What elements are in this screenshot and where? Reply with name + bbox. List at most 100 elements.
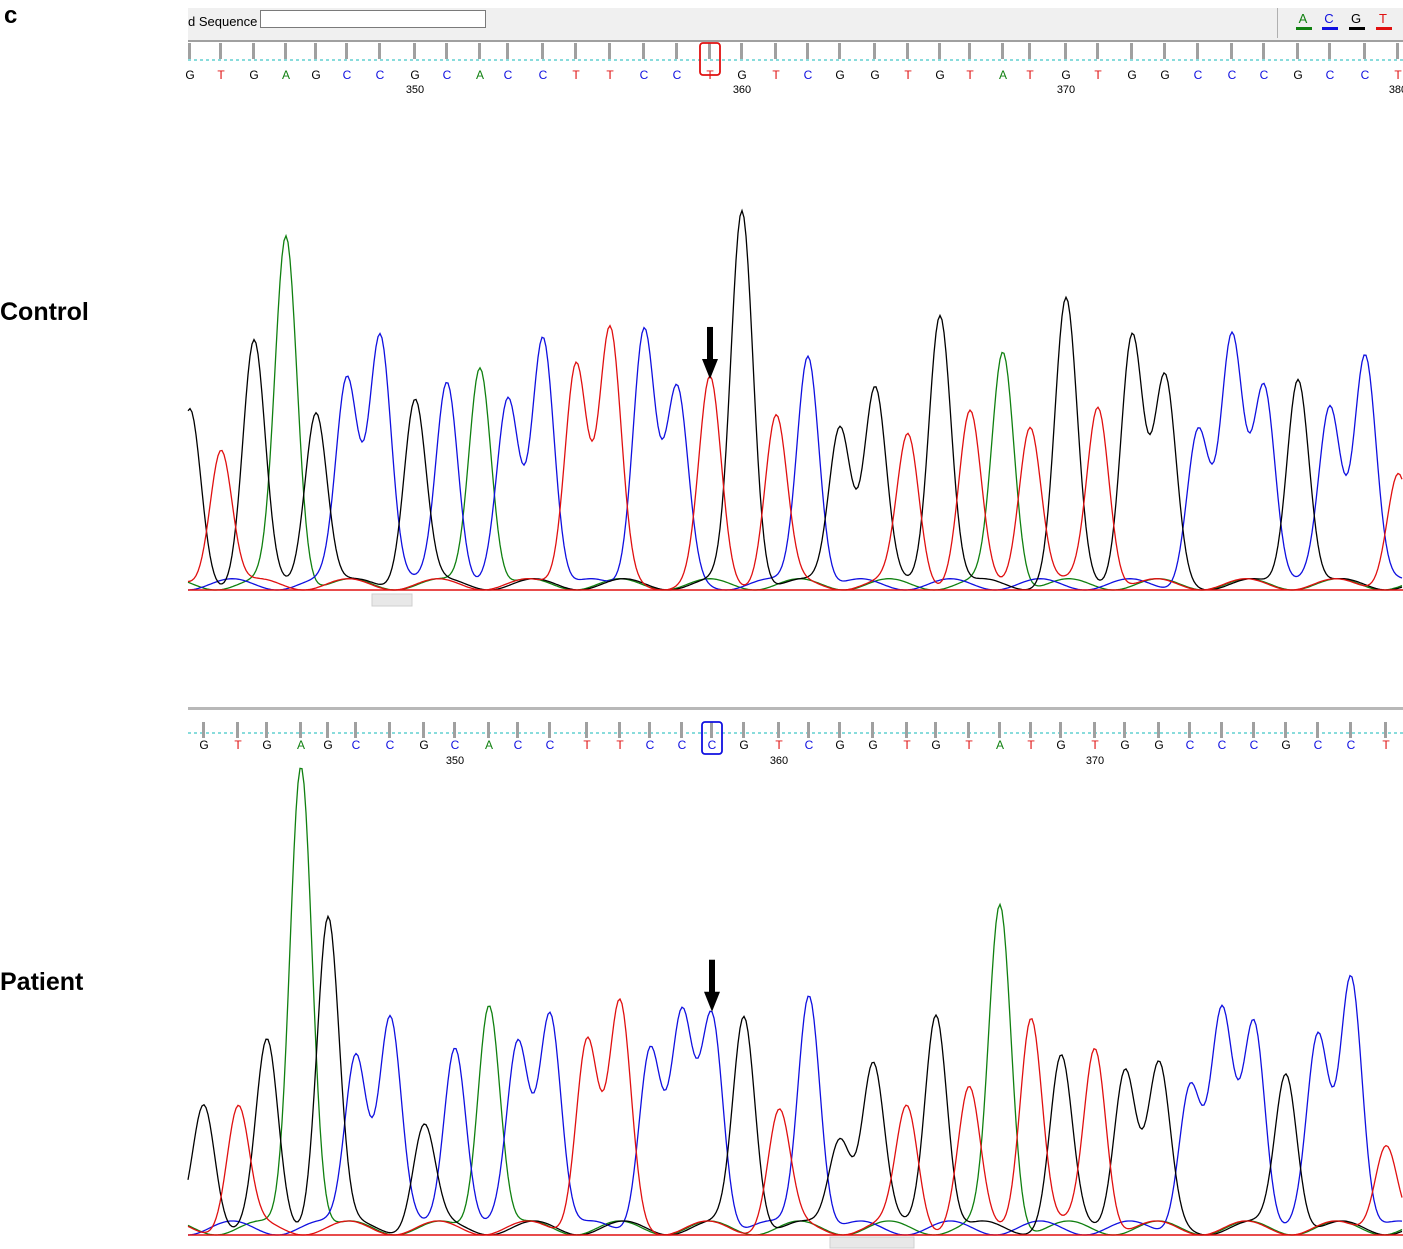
- base-tick: [777, 722, 780, 738]
- base-call: G: [311, 68, 320, 82]
- position-label: 350: [446, 755, 464, 767]
- base-call: G: [931, 738, 940, 752]
- base-tick: [1328, 43, 1331, 59]
- base-call: C: [1218, 738, 1227, 752]
- base-tick: [680, 722, 683, 738]
- base-call: G: [1120, 738, 1129, 752]
- base-call: G: [185, 68, 194, 82]
- base-call: T: [1382, 738, 1390, 752]
- base-call: C: [504, 68, 513, 82]
- base-call: C: [386, 738, 395, 752]
- base-tick: [1363, 43, 1366, 59]
- base-call: G: [1154, 738, 1163, 752]
- base-call: G: [1281, 738, 1290, 752]
- base-tick: [708, 43, 711, 59]
- trace-c: [187, 974, 1403, 1236]
- base-tick: [675, 43, 678, 59]
- panel-separator: [188, 707, 1403, 710]
- base-tick: [906, 43, 909, 59]
- position-label: 350: [406, 84, 424, 96]
- base-tick: [1230, 43, 1233, 59]
- base-call: C: [514, 738, 523, 752]
- base-call: C: [352, 738, 361, 752]
- variant-arrow-icon: [704, 991, 720, 1012]
- base-tick: [740, 43, 743, 59]
- base-call: G: [1061, 68, 1070, 82]
- base-tick: [541, 43, 544, 59]
- base-call: C: [1250, 738, 1259, 752]
- sequence-toolbar: d Sequence A C G T: [188, 8, 1403, 42]
- base-call: C: [451, 738, 460, 752]
- base-call: G: [870, 68, 879, 82]
- base-call: G: [1056, 738, 1065, 752]
- base-call: C: [1186, 738, 1195, 752]
- base-tick: [188, 43, 191, 59]
- base-tick: [807, 722, 810, 738]
- base-call: G: [737, 68, 746, 82]
- base-tick: [252, 43, 255, 59]
- base-tick: [642, 43, 645, 59]
- base-call: C: [646, 738, 655, 752]
- base-tick: [873, 43, 876, 59]
- base-call: C: [640, 68, 649, 82]
- base-tick: [838, 43, 841, 59]
- base-call: G: [249, 68, 258, 82]
- base-call: G: [410, 68, 419, 82]
- base-tick: [998, 722, 1001, 738]
- base-tick: [968, 43, 971, 59]
- base-call: C: [804, 68, 813, 82]
- variant-highlight-box: [701, 721, 723, 755]
- base-tick: [1163, 43, 1166, 59]
- legend-c-toggle[interactable]: C: [1322, 11, 1338, 30]
- base-tick: [413, 43, 416, 59]
- base-tick: [1001, 43, 1004, 59]
- variant-arrow-shaft: [709, 959, 715, 994]
- toolbar-divider: [1277, 8, 1278, 38]
- position-label: 380: [1389, 84, 1403, 96]
- base-tick: [284, 43, 287, 59]
- patient-scrollbar-thumb[interactable]: [829, 1236, 915, 1249]
- base-call: C: [678, 738, 687, 752]
- base-call: C: [539, 68, 548, 82]
- legend-t-toggle[interactable]: T: [1376, 11, 1392, 30]
- trace-g: [187, 208, 1403, 591]
- trace-g: [187, 914, 1403, 1236]
- base-tick: [1396, 43, 1399, 59]
- base-call: A: [996, 738, 1004, 752]
- base-tick: [1029, 722, 1032, 738]
- base-call: T: [1091, 738, 1099, 752]
- base-call: T: [903, 738, 911, 752]
- base-tick: [742, 722, 745, 738]
- control-scrollbar-thumb[interactable]: [371, 593, 413, 607]
- legend-g-toggle[interactable]: G: [1349, 11, 1365, 30]
- base-tick: [774, 43, 777, 59]
- base-call: C: [1260, 68, 1269, 82]
- base-call: C: [673, 68, 682, 82]
- base-tick: [1064, 43, 1067, 59]
- base-call: C: [1314, 738, 1323, 752]
- base-call: G: [262, 738, 271, 752]
- trace-c: [187, 326, 1403, 591]
- base-call: A: [297, 738, 305, 752]
- base-call: T: [965, 738, 973, 752]
- base-tick: [378, 43, 381, 59]
- base-tick: [1196, 43, 1199, 59]
- sequence-input[interactable]: [260, 10, 486, 28]
- base-tick: [938, 43, 941, 59]
- base-call: T: [772, 68, 780, 82]
- base-call: G: [835, 68, 844, 82]
- base-call: C: [343, 68, 352, 82]
- base-tick: [1284, 722, 1287, 738]
- legend-a-toggle[interactable]: A: [1296, 11, 1312, 30]
- variant-arrow-shaft: [707, 326, 713, 361]
- base-call: A: [282, 68, 290, 82]
- base-call: C: [805, 738, 814, 752]
- base-call: G: [199, 738, 208, 752]
- patient-chromatogram: G T G A G C C G C A C C T T C C C G T C G G T G T A T G T G G C C C G C C T 35…: [187, 721, 1403, 1249]
- base-call: T: [572, 68, 580, 82]
- base-tick: [934, 722, 937, 738]
- base-tick: [585, 722, 588, 738]
- base-tick: [1384, 722, 1387, 738]
- base-call: C: [708, 738, 717, 752]
- base-tick: [1220, 722, 1223, 738]
